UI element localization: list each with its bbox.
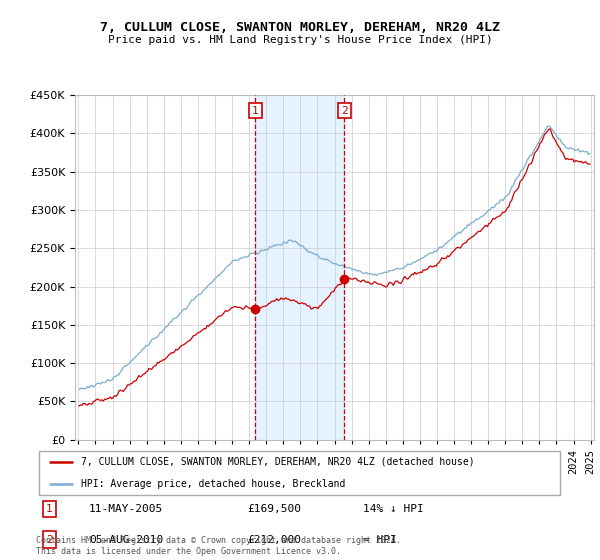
Text: 05-AUG-2010: 05-AUG-2010 (89, 535, 163, 544)
Text: 14% ↓ HPI: 14% ↓ HPI (364, 504, 424, 514)
Text: £169,500: £169,500 (247, 504, 301, 514)
Text: 11-MAY-2005: 11-MAY-2005 (89, 504, 163, 514)
Text: Price paid vs. HM Land Registry's House Price Index (HPI): Price paid vs. HM Land Registry's House … (107, 35, 493, 45)
Text: Contains HM Land Registry data © Crown copyright and database right 2024.
This d: Contains HM Land Registry data © Crown c… (36, 536, 401, 556)
Text: ≈ HPI: ≈ HPI (364, 535, 397, 544)
Text: 7, CULLUM CLOSE, SWANTON MORLEY, DEREHAM, NR20 4LZ (detached house): 7, CULLUM CLOSE, SWANTON MORLEY, DEREHAM… (81, 456, 475, 466)
Bar (256, 95, 344, 440)
Text: 2: 2 (46, 535, 53, 544)
Text: £212,000: £212,000 (247, 535, 301, 544)
Text: 7, CULLUM CLOSE, SWANTON MORLEY, DEREHAM, NR20 4LZ: 7, CULLUM CLOSE, SWANTON MORLEY, DEREHAM… (100, 21, 500, 34)
FancyBboxPatch shape (38, 451, 560, 494)
Text: 2: 2 (341, 105, 348, 115)
Text: HPI: Average price, detached house, Breckland: HPI: Average price, detached house, Brec… (81, 479, 345, 489)
Text: 1: 1 (46, 504, 53, 514)
Text: 1: 1 (252, 105, 259, 115)
